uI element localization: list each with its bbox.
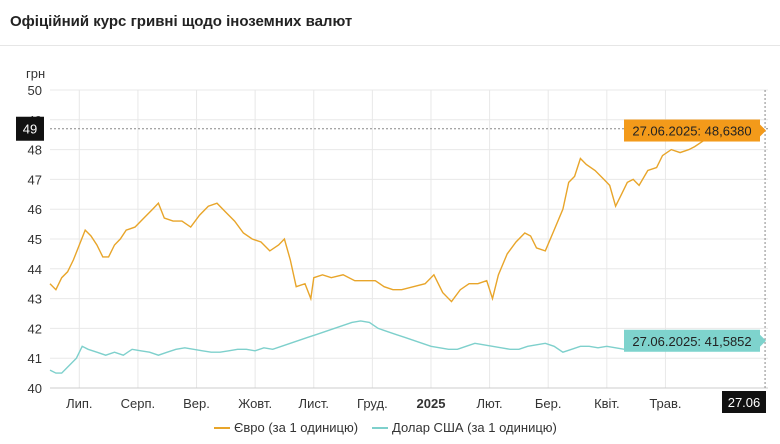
- y-tick-label: 40: [28, 381, 42, 396]
- x-tick-label: Лют.: [477, 396, 503, 411]
- badge-pointer: [760, 334, 766, 347]
- x-tick-label: Серп.: [121, 396, 156, 411]
- crosshair-x-label: 27.06: [728, 395, 761, 410]
- series-lines: [49, 130, 713, 374]
- x-tick-label: Лип.: [66, 396, 92, 411]
- y-tick-label: 42: [28, 321, 42, 336]
- eur-series-line: [49, 130, 713, 303]
- y-tick-label: 50: [28, 83, 42, 98]
- y-tick-label: 41: [28, 351, 42, 366]
- y-tick-label: 46: [28, 202, 42, 217]
- usd-value-label: 27.06.2025: 41,5852: [632, 334, 751, 349]
- x-tick-label: Бер.: [535, 396, 562, 411]
- x-tick-label: Лист.: [299, 396, 329, 411]
- crosshair-y-label: 49: [23, 122, 37, 137]
- y-tick-label: 44: [28, 262, 42, 277]
- eur-value-badge: [624, 119, 760, 142]
- grid-lines: [50, 89, 768, 389]
- legend-usd-label[interactable]: Долар США (за 1 одиницю): [392, 420, 557, 435]
- x-tick-label: Груд.: [357, 396, 388, 411]
- y-tick-label: 47: [28, 172, 42, 187]
- usd-series-line: [49, 320, 713, 374]
- badge-pointer: [760, 124, 766, 137]
- x-tick-label: Жовт.: [238, 396, 272, 411]
- x-tick-label: 2025: [417, 396, 446, 411]
- usd-value-badge: [624, 329, 760, 352]
- legend[interactable]: Євро (за 1 одиницю) Долар США (за 1 одини…: [214, 420, 557, 435]
- crosshair-y-badge: [16, 116, 44, 141]
- legend-eur-label[interactable]: Євро (за 1 одиницю): [234, 420, 358, 435]
- x-axis-ticks: Лип. Серп. Вер. Жовт. Лист. Груд. 2025 Лют. Бер.…: [66, 396, 681, 411]
- value-badges: 27.06.2025: 48,6380 27.06.2025: 41,5852: [624, 119, 766, 352]
- chart-title: Офіційний курс гривні щодо іноземних вал…: [10, 13, 353, 30]
- x-tick-label: Вер.: [183, 396, 210, 411]
- crosshair-x-badge: [722, 391, 766, 413]
- x-tick-label: Квіт.: [594, 396, 620, 411]
- y-tick-label: 43: [28, 292, 42, 307]
- y-tick-label: 48: [28, 143, 42, 158]
- crosshair: 49 27.06: [16, 90, 768, 413]
- y-axis-label: грн: [26, 66, 45, 81]
- chart-header: Офіційний курс гривні щодо іноземних вал…: [0, 0, 780, 46]
- eur-value-label: 27.06.2025: 48,6380: [632, 124, 751, 139]
- x-tick-label: Трав.: [649, 396, 681, 411]
- y-tick-label: 45: [28, 232, 42, 247]
